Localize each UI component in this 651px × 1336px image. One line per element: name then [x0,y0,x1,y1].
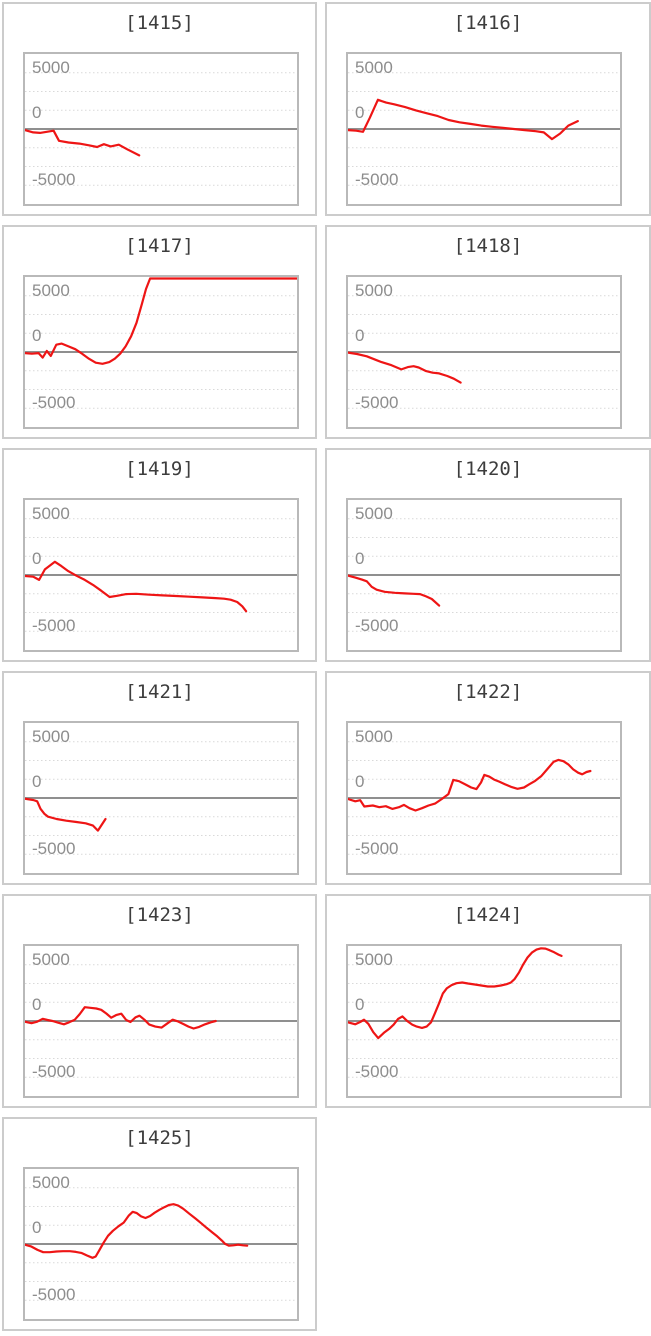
machine-chart-card: [1423] 5000 0 -5000 [2,894,317,1108]
slump-plot: 5000 0 -5000 [346,721,622,875]
slump-chart-svg [25,741,297,855]
slump-plot: 5000 0 -5000 [346,498,622,652]
slump-chart-svg [348,72,620,186]
machine-chart-card: [1424] 5000 0 -5000 [325,894,651,1108]
machine-chart-card: [1418] 5000 0 -5000 [325,225,651,439]
slump-plot: 5000 0 -5000 [346,52,622,206]
machine-number-title: [1417] [125,235,194,257]
slump-line-series [348,574,441,607]
machine-number-title: [1425] [125,1127,194,1149]
slump-chart-svg [348,518,620,632]
slump-chart-svg [348,741,620,855]
machine-chart-card: [1415] 5000 0 -5000 [2,2,317,216]
machine-number-title: [1421] [125,681,194,703]
slump-line-series [25,1203,249,1259]
slump-line-series [348,947,563,1040]
slump-line-series [25,277,297,365]
machine-number-title: [1423] [125,904,194,926]
slump-plot: 5000 0 -5000 [23,52,299,206]
machine-number-title: [1415] [125,12,194,34]
slump-plot: 5000 0 -5000 [23,498,299,652]
slump-line-series [25,797,107,832]
machine-chart-card: [1421] 5000 0 -5000 [2,671,317,885]
slump-chart-svg [25,518,297,632]
machine-number-title: [1424] [453,904,523,926]
machine-number-title: [1420] [453,458,523,480]
slump-line-series [348,758,592,812]
slump-plot: 5000 0 -5000 [23,944,299,1098]
slump-chart-svg [25,964,297,1078]
slump-line-series [25,1006,217,1030]
slump-plot: 5000 0 -5000 [23,721,299,875]
machine-number-title: [1416] [453,12,523,34]
machine-chart-card: [1416] 5000 0 -5000 [325,2,651,216]
slump-chart-svg [25,1187,297,1301]
slump-line-series [25,128,141,157]
machine-chart-card: [1422] 5000 0 -5000 [325,671,651,885]
slump-plot: 5000 0 -5000 [23,275,299,429]
machine-chart-card: [1420] 5000 0 -5000 [325,448,651,662]
slump-chart-svg [25,72,297,186]
machine-number-title: [1419] [125,458,194,480]
slump-plot: 5000 0 -5000 [346,275,622,429]
slump-chart-svg [348,295,620,409]
machine-number-title: [1422] [453,681,523,703]
slump-line-series [25,560,248,613]
machine-chart-card: [1419] 5000 0 -5000 [2,448,317,662]
slump-line-series [348,98,579,141]
slump-plot: 5000 0 -5000 [23,1167,299,1321]
machine-number-title: [1418] [453,235,523,257]
slump-plot: 5000 0 -5000 [346,944,622,1098]
slump-chart-svg [348,947,620,1078]
slump-line-series [348,351,462,384]
machine-chart-card: [1417] 5000 0 -5000 [2,225,317,439]
slump-chart-svg [25,277,297,409]
machine-chart-card: [1425] 5000 0 -5000 [2,1117,317,1331]
